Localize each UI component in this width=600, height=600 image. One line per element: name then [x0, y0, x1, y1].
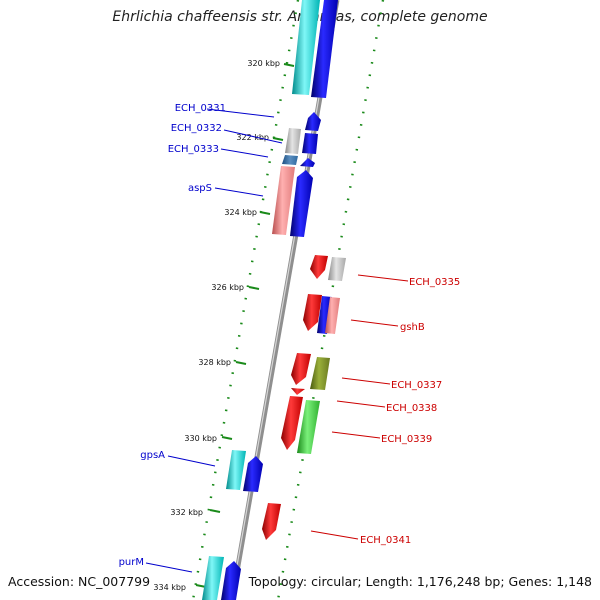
tick-label: 322 kbp — [236, 133, 269, 142]
tick-label: 334 kbp — [153, 583, 186, 592]
tick-mark: 320 kbp — [247, 59, 295, 68]
gene-block-top[interactable] — [292, 0, 338, 98]
left-dotted-track — [191, 0, 300, 600]
tick-label: 328 kbp — [198, 358, 231, 367]
tick-label: 330 kbp — [184, 434, 217, 443]
gene-ECH_0337[interactable]: ECH_0337 — [291, 353, 442, 391]
tick-mark: 328 kbp — [198, 358, 247, 367]
genome-title: Ehrlichia chaffeensis str. Arkansas, com… — [112, 9, 488, 25]
tick-label: 326 kbp — [211, 283, 244, 292]
tick-mark: 332 kbp — [170, 508, 221, 517]
topology-label: Topology: circular; Length: 1,176,248 bp… — [248, 574, 592, 589]
gene-label: aspS — [188, 183, 212, 194]
gene-label: ECH_0332 — [171, 123, 222, 134]
gene-aspS[interactable]: aspS — [188, 166, 313, 237]
gene-label: gpsA — [140, 450, 165, 461]
tick-label: 332 kbp — [170, 508, 203, 517]
tick-mark: 322 kbp — [236, 133, 284, 142]
gene-ECH_0341[interactable]: ECH_0341 — [262, 503, 411, 546]
gene-ECH_0333[interactable]: ECH_0333 — [168, 144, 315, 167]
gene-label: ECH_0331 — [175, 103, 226, 114]
gene-label: purM — [119, 557, 144, 568]
gene-label: ECH_0341 — [360, 535, 411, 546]
gene-ECH_0332[interactable]: ECH_0332 — [171, 123, 318, 154]
tick-label: 324 kbp — [224, 208, 257, 217]
gene-label: ECH_0335 — [409, 277, 460, 288]
tick-mark: 324 kbp — [224, 208, 271, 217]
tick-label: 320 kbp — [247, 59, 280, 68]
gene-label: ECH_0337 — [391, 380, 442, 391]
gene-ECH_0338[interactable]: ECH_0338 — [291, 388, 437, 414]
tick-mark: 326 kbp — [211, 283, 260, 292]
gene-gpsA[interactable]: gpsA — [140, 450, 263, 492]
gene-ECH_0339[interactable]: ECH_0339 — [281, 396, 432, 454]
genome-backbone — [229, 0, 340, 600]
accession-label: Accession: NC_007799 — [8, 574, 151, 589]
tick-mark: 330 kbp — [184, 434, 233, 443]
gene-purM[interactable]: purM — [119, 556, 241, 600]
gene-label: gshB — [400, 322, 425, 333]
gene-label: ECH_0338 — [386, 403, 437, 414]
gene-label: ECH_0333 — [168, 144, 219, 155]
gene-gshB[interactable]: gshB — [303, 294, 425, 334]
gene-ECH_0335[interactable]: ECH_0335 — [310, 255, 460, 288]
gene-ECH_0331[interactable]: ECH_0331 — [175, 103, 321, 131]
right-dotted-track — [276, 0, 385, 600]
tick-mark: 334 kbp — [153, 583, 207, 592]
gene-label: ECH_0339 — [381, 434, 432, 445]
